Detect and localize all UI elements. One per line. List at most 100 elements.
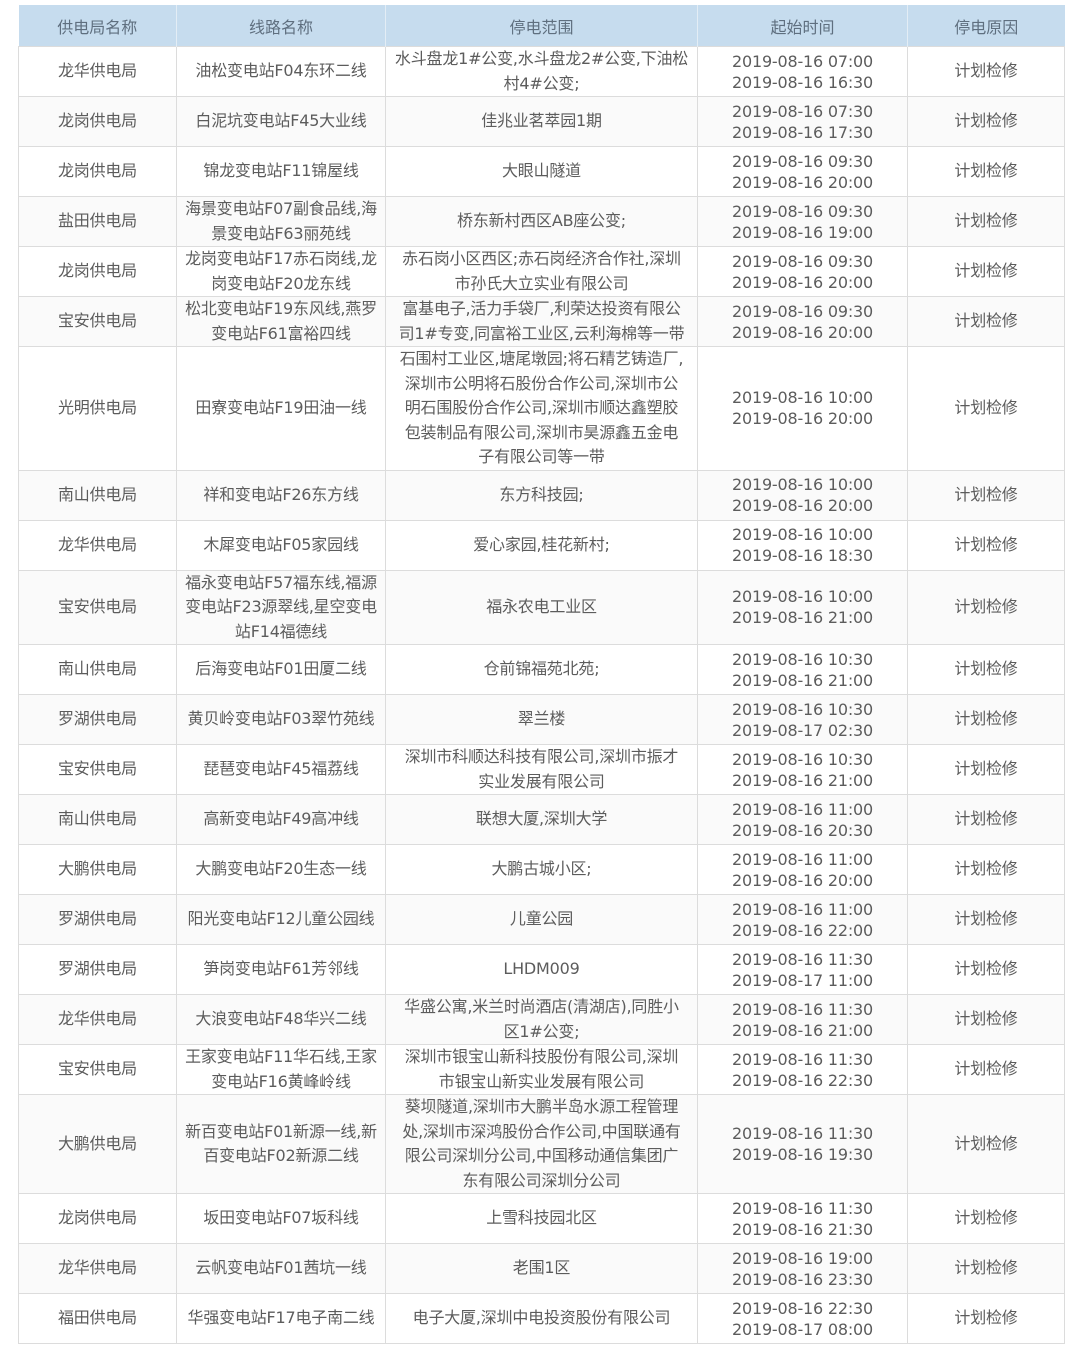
table-row: 南山供电局 祥和变电站F26东方线 东方科技园; 2019-08-16 10:00 2… <box>18 469 1065 521</box>
reason-cell: 计划检修 <box>907 1044 1065 1095</box>
header-time: 起始时间 <box>697 5 908 47</box>
scope-cell: 福永农电工业区 <box>385 569 698 645</box>
scope-cell: 水斗盘龙1#公变,水斗盘龙2#公变,下油松 村4#公变; <box>385 46 698 97</box>
line-cell: 琵琶变电站F45福荔线 <box>176 744 386 795</box>
bureau-cell: 宝安供电局 <box>18 296 177 347</box>
reason-cell: 计划检修 <box>907 744 1065 795</box>
line-cell: 王家变电站F11华石线,王家 变电站F16黄峰岭线 <box>176 1044 386 1095</box>
reason-cell: 计划检修 <box>907 944 1065 995</box>
scope-cell: 深圳市银宝山新科技股份有限公司,深圳 市银宝山新实业发展有限公司 <box>385 1044 698 1095</box>
bureau-cell: 龙岗供电局 <box>18 96 177 147</box>
reason-cell: 计划检修 <box>907 569 1065 645</box>
scope-cell: 上雪科技园北区 <box>385 1193 698 1244</box>
bureau-cell: 龙华供电局 <box>18 46 177 97</box>
time-cell: 2019-08-16 09:30 2019-08-16 20:00 <box>697 146 908 197</box>
time-cell: 2019-08-16 10:30 2019-08-17 02:30 <box>697 694 908 745</box>
scope-cell: LHDM009 <box>385 944 698 995</box>
line-cell: 龙岗变电站F17赤石岗线,龙 岗变电站F20龙东线 <box>176 246 386 297</box>
table-row: 盐田供电局 海景变电站F07副食品线,海 景变电站F63丽苑线 桥东新村西区AB座公… <box>18 196 1065 247</box>
table-row: 龙岗供电局 龙岗变电站F17赤石岗线,龙 岗变电站F20龙东线 赤石岗小区西区;赤石… <box>18 246 1065 297</box>
time-cell: 2019-08-16 11:00 2019-08-16 20:00 <box>697 844 908 895</box>
header-reason: 停电原因 <box>907 5 1065 47</box>
time-cell: 2019-08-16 11:00 2019-08-16 20:30 <box>697 794 908 845</box>
bureau-cell: 龙岗供电局 <box>18 1193 177 1244</box>
scope-cell: 东方科技园; <box>385 469 698 521</box>
table-row: 南山供电局 后海变电站F01田厦二线 仓前锦福苑北苑; 2019-08-16 10:3… <box>18 644 1065 695</box>
table-row: 龙岗供电局 锦龙变电站F11锦屋线 大眼山隧道 2019-08-16 09:30 20… <box>18 146 1065 197</box>
bureau-cell: 龙岗供电局 <box>18 146 177 197</box>
scope-cell: 桥东新村西区AB座公变; <box>385 196 698 247</box>
table-row: 大鹏供电局 新百变电站F01新源一线,新 百变电站F02新源二线 葵坝隧道,深圳市大… <box>18 1094 1065 1194</box>
reason-cell: 计划检修 <box>907 469 1065 521</box>
time-cell: 2019-08-16 11:00 2019-08-16 22:00 <box>697 894 908 945</box>
bureau-cell: 南山供电局 <box>18 469 177 521</box>
scope-cell: 赤石岗小区西区;赤石岗经济合作社,深圳 市孙氏大立实业有限公司 <box>385 246 698 297</box>
reason-cell: 计划检修 <box>907 346 1065 471</box>
table-row: 南山供电局 高新变电站F49高冲线 联想大厦,深圳大学 2019-08-16 11:0… <box>18 794 1065 845</box>
table-row: 宝安供电局 琵琶变电站F45福荔线 深圳市科顺达科技有限公司,深圳市振才 实业发展有… <box>18 744 1065 795</box>
scope-cell: 富基电子,活力手袋厂,利荣达投资有限公 司1#专变,同富裕工业区,云利海棉等一带 <box>385 296 698 347</box>
header-scope: 停电范围 <box>385 5 698 47</box>
line-cell: 锦龙变电站F11锦屋线 <box>176 146 386 197</box>
line-cell: 高新变电站F49高冲线 <box>176 794 386 845</box>
line-cell: 大鹏变电站F20生态一线 <box>176 844 386 895</box>
reason-cell: 计划检修 <box>907 1193 1065 1244</box>
scope-cell: 儿童公园 <box>385 894 698 945</box>
line-cell: 海景变电站F07副食品线,海 景变电站F63丽苑线 <box>176 196 386 247</box>
line-cell: 白泥坑变电站F45大业线 <box>176 96 386 147</box>
scope-cell: 大鹏古城小区; <box>385 844 698 895</box>
table-row: 龙岗供电局 坂田变电站F07坂科线 上雪科技园北区 2019-08-16 11:30 … <box>18 1193 1065 1244</box>
table-row: 光明供电局 田寮变电站F19田油一线 石围村工业区,塘尾墩园;将石精艺铸造厂, 深圳… <box>18 346 1065 471</box>
table-row: 宝安供电局 福永变电站F57福东线,福源 变电站F23源翠线,星空变电 站F14福… <box>18 569 1065 645</box>
reason-cell: 计划检修 <box>907 794 1065 845</box>
table-row: 福田供电局 华强变电站F17电子南二线 电子大厦,深圳中电投资股份有限公司 2019-… <box>18 1293 1065 1344</box>
bureau-cell: 大鹏供电局 <box>18 844 177 895</box>
reason-cell: 计划检修 <box>907 1293 1065 1344</box>
bureau-cell: 大鹏供电局 <box>18 1094 177 1194</box>
scope-cell: 联想大厦,深圳大学 <box>385 794 698 845</box>
reason-cell: 计划检修 <box>907 196 1065 247</box>
scope-cell: 翠兰楼 <box>385 694 698 745</box>
line-cell: 木犀变电站F05家园线 <box>176 519 386 571</box>
line-cell: 松北变电站F19东风线,燕罗 变电站F61富裕四线 <box>176 296 386 347</box>
time-cell: 2019-08-16 09:30 2019-08-16 19:00 <box>697 196 908 247</box>
line-cell: 田寮变电站F19田油一线 <box>176 346 386 471</box>
bureau-cell: 宝安供电局 <box>18 1044 177 1095</box>
table-row: 宝安供电局 松北变电站F19东风线,燕罗 变电站F61富裕四线 富基电子,活力手袋厂… <box>18 296 1065 347</box>
scope-cell: 老围1区 <box>385 1243 698 1294</box>
time-cell: 2019-08-16 11:30 2019-08-16 22:30 <box>697 1044 908 1095</box>
time-cell: 2019-08-16 07:30 2019-08-16 17:30 <box>697 96 908 147</box>
bureau-cell: 龙岗供电局 <box>18 246 177 297</box>
time-cell: 2019-08-16 11:30 2019-08-16 19:30 <box>697 1094 908 1194</box>
header-bureau: 供电局名称 <box>18 5 177 47</box>
bureau-cell: 宝安供电局 <box>18 744 177 795</box>
header-line: 线路名称 <box>176 5 386 47</box>
reason-cell: 计划检修 <box>907 519 1065 571</box>
bureau-cell: 罗湖供电局 <box>18 894 177 945</box>
scope-cell: 佳兆业茗萃园1期 <box>385 96 698 147</box>
line-cell: 油松变电站F04东环二线 <box>176 46 386 97</box>
bureau-cell: 福田供电局 <box>18 1293 177 1344</box>
scope-cell: 石围村工业区,塘尾墩园;将石精艺铸造厂, 深圳市公明将石股份合作公司,深圳市公 … <box>385 346 698 471</box>
scope-cell: 爱心家园,桂花新村; <box>385 519 698 571</box>
outage-table: 供电局名称 线路名称 停电范围 起始时间 停电原因 龙华供电局 油松变电站F04东… <box>18 5 1065 1344</box>
reason-cell: 计划检修 <box>907 46 1065 97</box>
line-cell: 坂田变电站F07坂科线 <box>176 1193 386 1244</box>
line-cell: 笋岗变电站F61芳邻线 <box>176 944 386 995</box>
bureau-cell: 宝安供电局 <box>18 569 177 645</box>
time-cell: 2019-08-16 19:00 2019-08-16 23:30 <box>697 1243 908 1294</box>
bureau-cell: 龙华供电局 <box>18 519 177 571</box>
line-cell: 祥和变电站F26东方线 <box>176 469 386 521</box>
table-row: 宝安供电局 王家变电站F11华石线,王家 变电站F16黄峰岭线 深圳市银宝山新科技股… <box>18 1044 1065 1095</box>
bureau-cell: 龙华供电局 <box>18 1243 177 1294</box>
time-cell: 2019-08-16 10:00 2019-08-16 20:00 <box>697 346 908 471</box>
reason-cell: 计划检修 <box>907 296 1065 347</box>
reason-cell: 计划检修 <box>907 994 1065 1045</box>
table-row: 龙华供电局 油松变电站F04东环二线 水斗盘龙1#公变,水斗盘龙2#公变,下油松 村… <box>18 46 1065 97</box>
reason-cell: 计划检修 <box>907 694 1065 745</box>
scope-cell: 深圳市科顺达科技有限公司,深圳市振才 实业发展有限公司 <box>385 744 698 795</box>
reason-cell: 计划检修 <box>907 146 1065 197</box>
time-cell: 2019-08-16 10:30 2019-08-16 21:00 <box>697 644 908 695</box>
bureau-cell: 罗湖供电局 <box>18 694 177 745</box>
bureau-cell: 罗湖供电局 <box>18 944 177 995</box>
